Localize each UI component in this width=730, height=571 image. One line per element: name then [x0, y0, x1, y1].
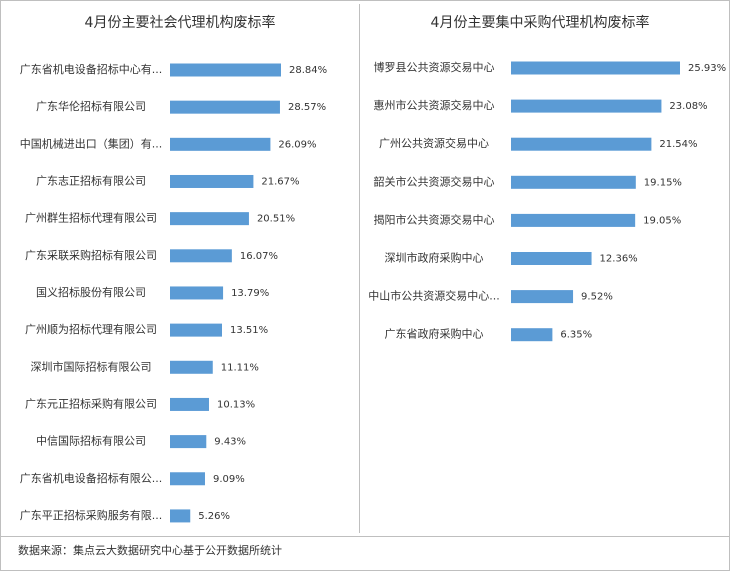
bar: [170, 63, 281, 77]
bar: [170, 137, 271, 151]
value-label: 6.35%: [560, 330, 592, 341]
bar: [511, 175, 636, 189]
value-label: 13.79%: [231, 288, 269, 299]
bar: [170, 174, 254, 188]
category-label: 惠州市公共资源交易中心: [374, 98, 495, 112]
category-label: 广东省机电设备招标中心有...: [20, 62, 163, 76]
value-label: 12.36%: [600, 254, 638, 265]
bar: [511, 328, 553, 342]
category-label: 广东省政府采购中心: [385, 327, 484, 341]
category-label: 广州群生招标代理有限公司: [25, 211, 157, 225]
value-label: 11.11%: [221, 362, 259, 373]
category-label: 中信国际招标有限公司: [36, 434, 146, 448]
bar: [511, 99, 662, 113]
value-label: 5.26%: [198, 511, 230, 522]
bar: [170, 397, 209, 411]
value-label: 16.07%: [240, 251, 278, 262]
category-label: 广州顺为招标代理有限公司: [25, 322, 157, 336]
bar: [511, 137, 652, 151]
category-label: 广东元正招标采购有限公司: [25, 396, 157, 410]
category-label: 中国机械进出口（集团）有...: [20, 136, 163, 150]
value-label: 20.51%: [257, 214, 295, 225]
bar: [170, 435, 207, 449]
value-label: 26.09%: [278, 139, 316, 150]
category-label: 广东平正招标采购服务有限...: [20, 508, 163, 522]
chart-title: 4月份主要集中采购代理机构废标率: [431, 14, 650, 31]
bar: [170, 509, 191, 523]
bar: [511, 290, 574, 304]
bar: [170, 323, 222, 337]
value-label: 13.51%: [230, 325, 268, 336]
value-label: 9.52%: [581, 292, 613, 303]
value-label: 28.57%: [288, 102, 326, 113]
category-label: 揭阳市公共资源交易中心: [374, 212, 495, 226]
category-label: 广州公共资源交易中心: [379, 136, 489, 150]
category-label: 广东采联采购招标有限公司: [25, 248, 157, 262]
bar: [170, 249, 232, 263]
value-label: 23.08%: [669, 101, 707, 112]
category-label: 中山市公共资源交易中心...: [368, 289, 500, 303]
value-label: 9.09%: [213, 474, 245, 485]
category-label: 韶关市公共资源交易中心: [374, 174, 495, 188]
category-label: 博罗县公共资源交易中心: [374, 60, 495, 74]
category-label: 广东省机电设备招标有限公...: [20, 471, 163, 485]
bar: [170, 100, 280, 114]
bar: [511, 61, 680, 75]
category-label: 广东志正招标有限公司: [36, 173, 146, 187]
value-label: 19.05%: [643, 215, 681, 226]
bar: [511, 252, 592, 265]
value-label: 25.93%: [688, 63, 726, 74]
value-label: 21.54%: [659, 139, 697, 150]
bar: [170, 212, 249, 226]
value-label: 28.84%: [289, 65, 327, 76]
bar: [170, 360, 213, 374]
value-label: 21.67%: [261, 176, 299, 187]
value-label: 10.13%: [217, 399, 255, 410]
bar: [170, 472, 205, 486]
category-label: 深圳市政府采购中心: [385, 251, 484, 265]
category-label: 国义招标股份有限公司: [36, 285, 146, 299]
value-label: 9.43%: [214, 437, 246, 448]
bar: [170, 286, 224, 300]
chart-title: 4月份主要社会代理机构废标率: [85, 14, 276, 31]
value-label: 19.15%: [644, 177, 682, 188]
source-note: 数据来源：集点云大数据研究中心基于公开数据所统计: [18, 543, 282, 557]
category-label: 深圳市国际招标有限公司: [31, 359, 152, 373]
category-label: 广东华伦招标有限公司: [36, 99, 146, 113]
bar: [511, 213, 636, 227]
